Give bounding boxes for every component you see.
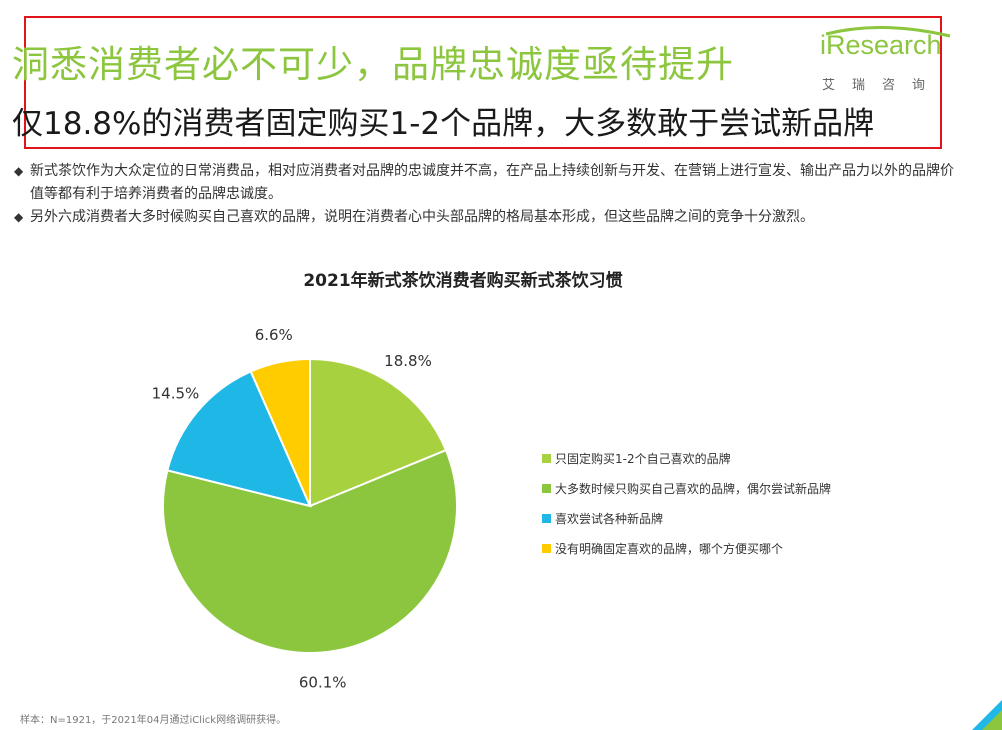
- slice-value-label: 14.5%: [152, 385, 200, 403]
- slice-value-label: 60.1%: [299, 674, 347, 692]
- legend-item: 只固定购买1-2个自己喜欢的品牌: [542, 451, 831, 466]
- pie-slice: [309, 357, 448, 508]
- diamond-icon: ◆: [14, 164, 24, 178]
- slice-value-label: 6.6%: [255, 326, 293, 344]
- pie-slice: [166, 370, 312, 508]
- bullet-item: ◆ 另外六成消费者大多时候购买自己喜欢的品牌，说明在消费者心中头部品牌的格局基本…: [14, 206, 964, 229]
- corner-decoration: [972, 700, 1002, 730]
- pie-slice: [162, 448, 458, 654]
- highlight-box: [24, 16, 942, 149]
- legend-item: 喜欢尝试各种新品牌: [542, 511, 831, 526]
- legend-label: 没有明确固定喜欢的品牌，哪个方便买哪个: [555, 541, 784, 556]
- legend-swatch: [542, 453, 551, 463]
- slice-value-label: 18.8%: [384, 352, 432, 370]
- bullet-item: ◆ 新式茶饮作为大众定位的日常消费品，相对应消费者对品牌的忠诚度并不高，在产品上…: [14, 160, 964, 206]
- logo-wordmark: iResearch: [820, 30, 942, 60]
- legend-label: 只固定购买1-2个自己喜欢的品牌: [555, 451, 731, 466]
- pie-slice: [249, 357, 311, 507]
- logo-swoosh-icon: [825, 26, 951, 38]
- legend-swatch: [542, 513, 551, 523]
- chart-legend: 只固定购买1-2个自己喜欢的品牌 大多数时候只购买自己喜欢的品牌，偶尔尝试新品牌…: [542, 451, 831, 571]
- bullet-list: ◆ 新式茶饮作为大众定位的日常消费品，相对应消费者对品牌的忠诚度并不高，在产品上…: [14, 160, 964, 229]
- page-subtitle: 仅18.8%的消费者固定购买1-2个品牌，大多数敢于尝试新品牌: [12, 106, 875, 142]
- legend-swatch: [542, 483, 551, 493]
- legend-label: 喜欢尝试各种新品牌: [555, 511, 664, 526]
- chart-title: 2021年新式茶饮消费者购买新式茶饮习惯: [303, 271, 623, 291]
- legend-item: 没有明确固定喜欢的品牌，哪个方便买哪个: [542, 541, 831, 556]
- bullet-text: 另外六成消费者大多时候购买自己喜欢的品牌，说明在消费者心中头部品牌的格局基本形成…: [30, 209, 814, 225]
- iresearch-logo: iResearch 艾瑞咨询: [820, 26, 952, 93]
- bullet-text: 新式茶饮作为大众定位的日常消费品，相对应消费者对品牌的忠诚度并不高，在产品上持续…: [30, 163, 954, 202]
- footnote: 样本：N=1921，于2021年04月通过iClick网络调研获得。: [20, 715, 287, 726]
- logo-chinese: 艾瑞咨询: [822, 78, 943, 93]
- legend-swatch: [542, 543, 551, 553]
- legend-item: 大多数时候只购买自己喜欢的品牌，偶尔尝试新品牌: [542, 481, 832, 496]
- legend-label: 大多数时候只购买自己喜欢的品牌，偶尔尝试新品牌: [555, 481, 832, 496]
- page-title: 洞悉消费者必不可少，品牌忠诚度亟待提升: [12, 43, 734, 86]
- diamond-icon: ◆: [14, 210, 24, 224]
